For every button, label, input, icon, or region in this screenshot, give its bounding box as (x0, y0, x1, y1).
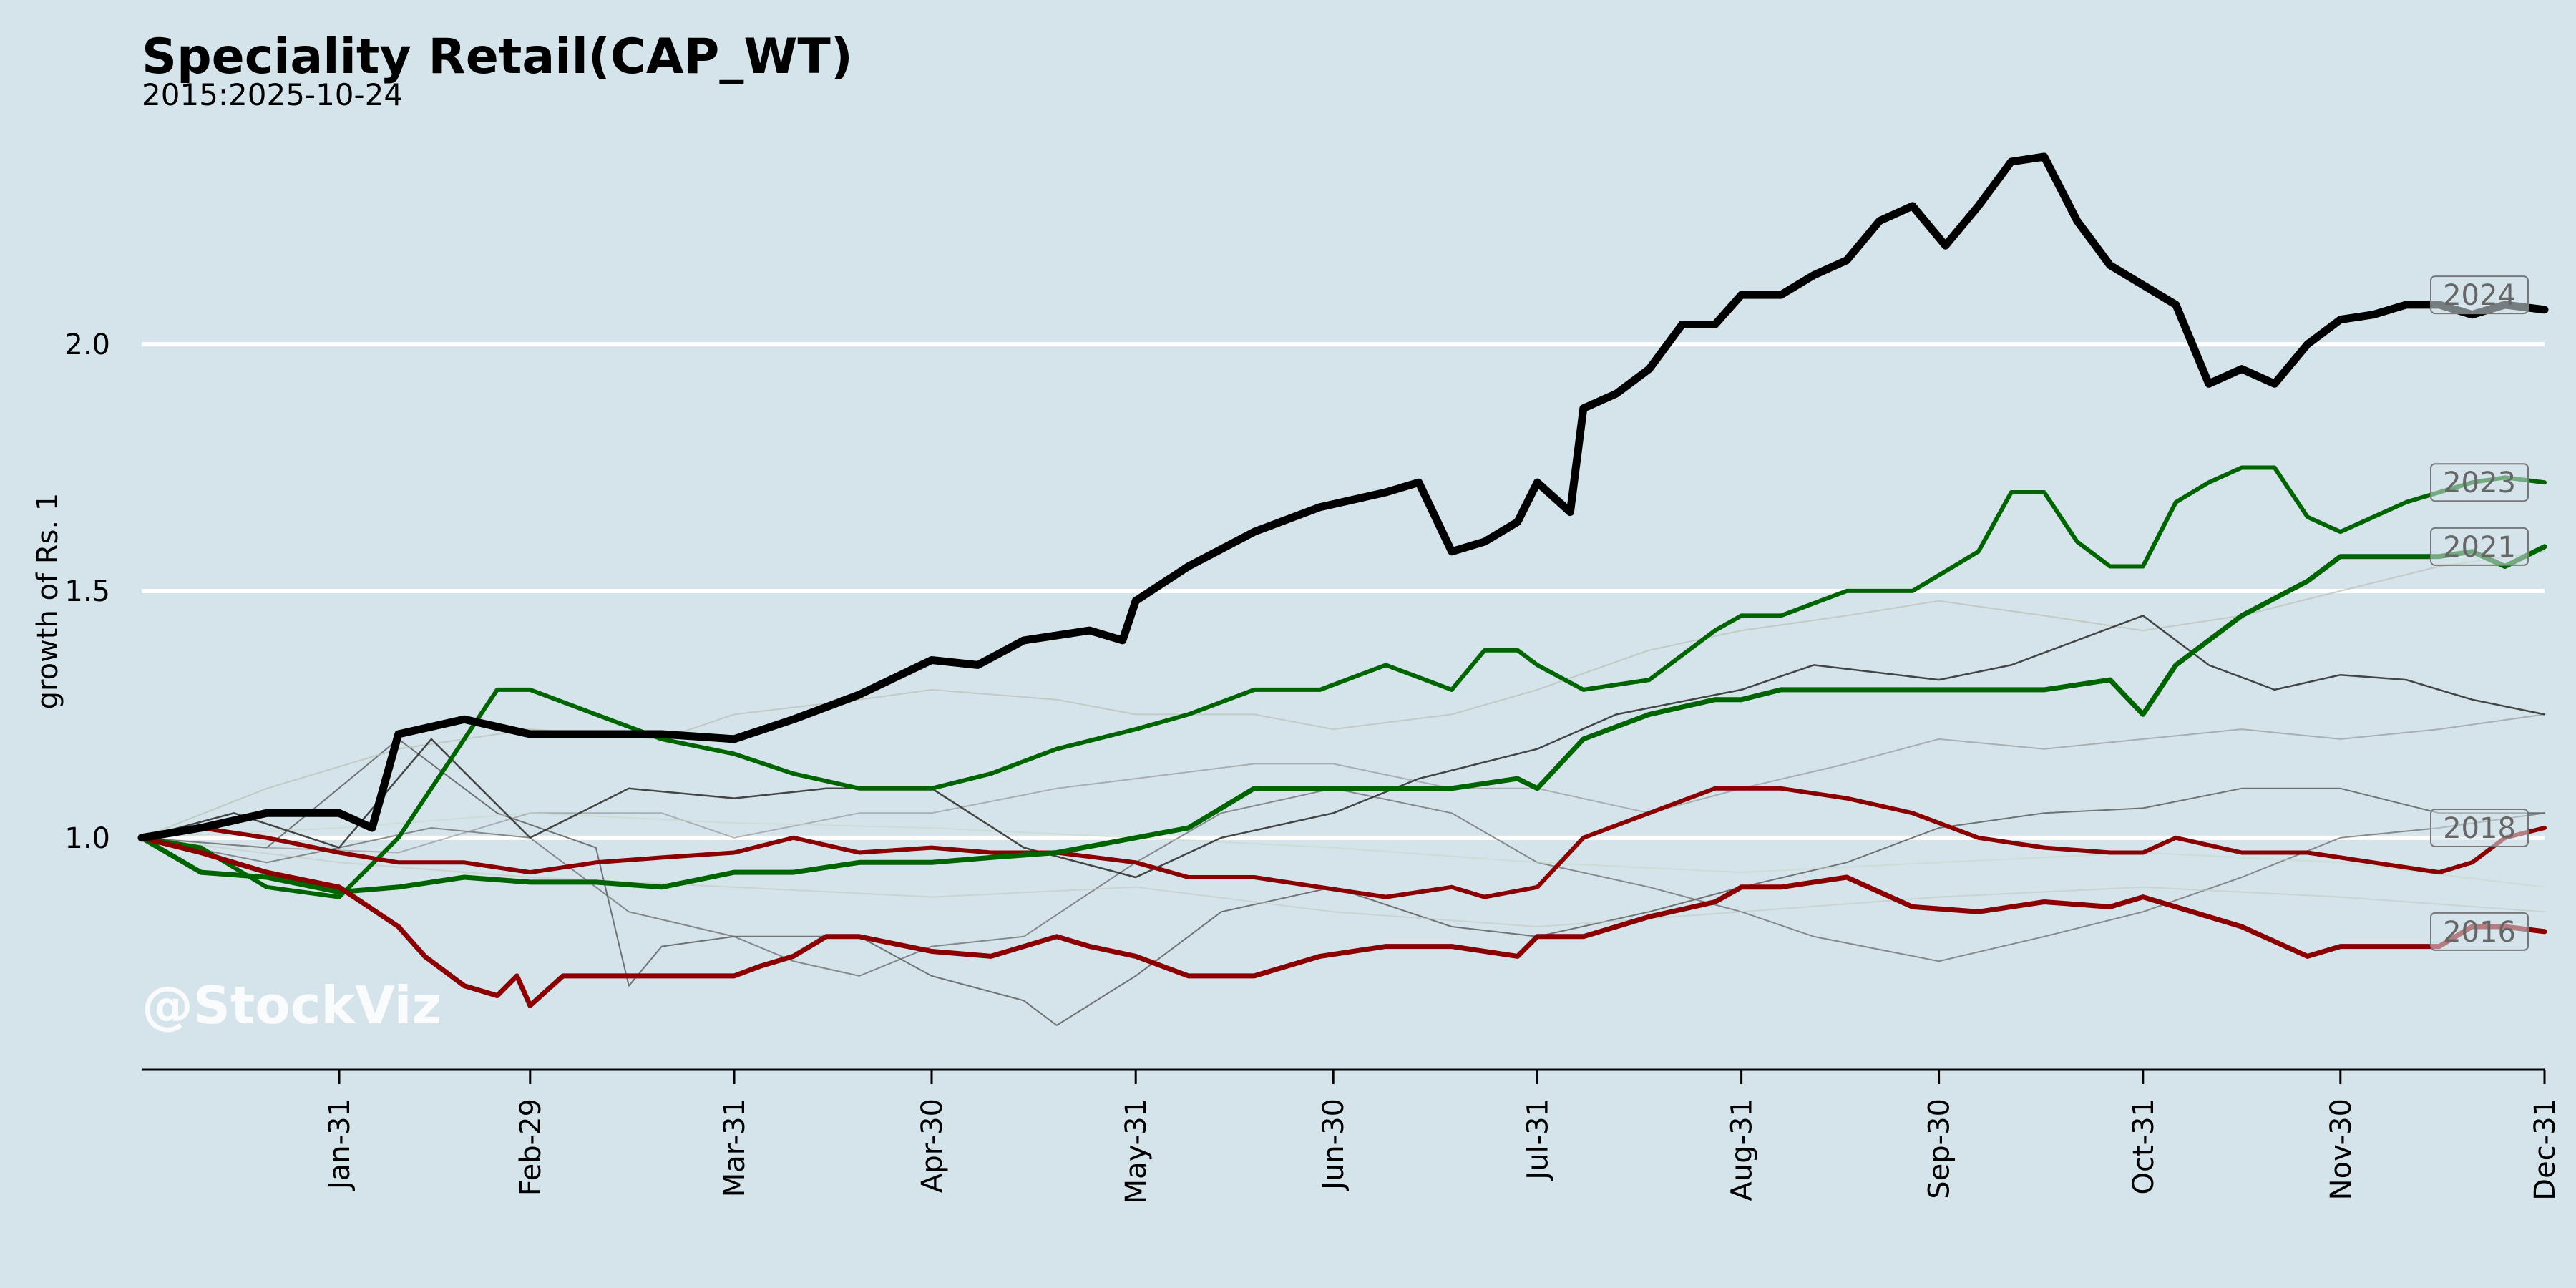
series-label-box-2024 (2430, 275, 2529, 315)
x-tick-label: May-31 (1120, 1098, 1153, 1204)
series-label-box-2016 (2430, 912, 2529, 951)
series-label-box-2021 (2430, 527, 2529, 566)
series-lines (137, 152, 2549, 1026)
series-label-2023: 2023 (2443, 467, 2516, 499)
gridlines (142, 342, 2545, 840)
series-line (141, 550, 2545, 839)
series-line (141, 713, 2545, 854)
axes: 1.0 1.5 2.0 Jan-31 Feb-29 Mar-31 Apr-30 May-31 J… (64, 328, 2562, 1204)
x-tick-label: Aug-31 (1726, 1098, 1759, 1201)
y-tick-label: 1.5 (64, 575, 110, 608)
x-tick-label: Feb-29 (514, 1098, 547, 1196)
x-tick-label: Apr-30 (916, 1098, 949, 1193)
chart-title: Speciality Retail(CAP_WT) (142, 29, 853, 85)
series-label-2021: 2021 (2443, 531, 2516, 564)
x-tick-label: Oct-31 (2127, 1098, 2160, 1195)
series-label-2018: 2018 (2443, 812, 2516, 845)
x-tick-label: Jun-30 (1317, 1098, 1350, 1192)
series-label-box-2023 (2430, 463, 2529, 502)
x-tick-label: Dec-31 (2529, 1098, 2562, 1201)
series-line (141, 812, 2545, 888)
series-line-2016 (139, 835, 2547, 1008)
series-line (141, 836, 2545, 927)
series-label-box-2018 (2430, 809, 2529, 848)
x-tick-label: Sep-30 (1923, 1098, 1956, 1199)
series-end-labels: 2024 2023 2021 2018 2016 (2430, 275, 2529, 951)
x-tick-label: Jan-31 (323, 1098, 356, 1191)
x-tick-label: Nov-30 (2325, 1098, 2358, 1200)
series-line (140, 615, 2546, 879)
series-label-2024: 2024 (2443, 279, 2516, 312)
series-line-2024 (137, 152, 2549, 842)
watermark: @StockViz (142, 975, 441, 1035)
x-tick-label: Jul-31 (1521, 1098, 1554, 1182)
x-tick-label: Mar-31 (718, 1098, 751, 1197)
series-label-2016: 2016 (2443, 916, 2516, 949)
series-line-2021 (139, 544, 2547, 895)
series-line (141, 738, 2545, 1026)
series-line (141, 787, 2545, 977)
y-tick-label: 1.0 (64, 822, 110, 855)
y-tick-label: 2.0 (64, 328, 110, 361)
y-axis-label: growth of Rs. 1 (31, 493, 64, 710)
series-line-2018 (140, 786, 2547, 899)
chart-subtitle: 2015:2025-10-24 (142, 77, 404, 112)
series-line-2023 (140, 465, 2547, 899)
